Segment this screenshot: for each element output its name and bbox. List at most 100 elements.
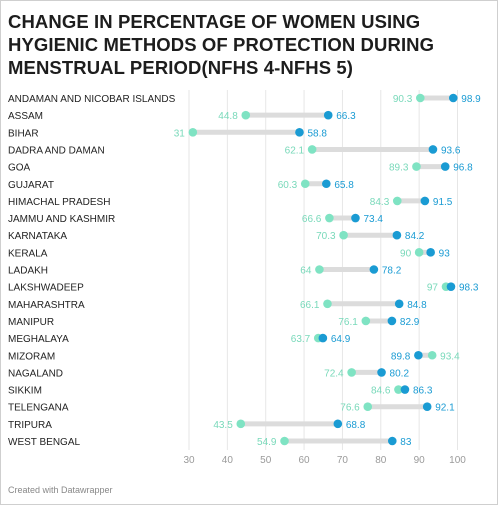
data-label-min: 60.3 — [278, 180, 298, 191]
data-label-min: 90 — [400, 248, 412, 259]
data-label-max: 93 — [439, 248, 451, 259]
data-label-min: 66.1 — [300, 300, 320, 311]
x-tick-label: 30 — [183, 455, 195, 466]
series1-point — [363, 402, 373, 412]
row-label: GUJARAT — [8, 180, 54, 191]
series1-point — [315, 265, 324, 274]
x-tick-label: 100 — [449, 455, 466, 466]
series2-point — [333, 419, 343, 429]
row-label: NAGALAND — [8, 368, 63, 379]
data-label-max: 68.8 — [346, 420, 366, 431]
row-label: MEGHALAYA — [8, 334, 69, 345]
series2-point — [414, 350, 423, 360]
data-label-max: 98.3 — [459, 283, 479, 294]
series2-point — [394, 299, 404, 309]
data-label-max: 66.3 — [336, 111, 356, 122]
series1-point — [361, 316, 371, 326]
series1-point — [392, 196, 402, 206]
series2-point — [426, 248, 435, 257]
series2-point — [446, 282, 456, 291]
data-label-max: 73.4 — [363, 214, 383, 225]
data-label-min: 89.3 — [389, 163, 409, 174]
row-label: GOA — [8, 163, 31, 174]
data-label-min: 31 — [174, 128, 186, 139]
series1-point — [236, 419, 246, 429]
data-label-min: 72.4 — [324, 368, 344, 379]
series1-point — [307, 145, 317, 154]
data-label-min: 64 — [300, 266, 312, 277]
row-label: ANDAMAN AND NICOBAR ISLANDS — [8, 94, 176, 105]
data-label-max: 78.2 — [382, 266, 402, 277]
data-label-max: 93.6 — [441, 145, 461, 156]
series1-point — [241, 110, 251, 120]
x-tick-label: 50 — [260, 455, 272, 466]
data-label-min: 76.6 — [340, 403, 360, 414]
row-label: TRIPURA — [8, 420, 52, 431]
row-label: KERALA — [8, 248, 48, 259]
row-label: MANIPUR — [8, 317, 54, 328]
row-label: ASSAM — [8, 111, 43, 122]
series2-point — [420, 196, 430, 206]
row-label: MIZORAM — [8, 351, 55, 362]
footer-credit: Created with Datawrapper — [8, 485, 113, 495]
row-label: HIMACHAL PRADESH — [8, 197, 110, 208]
data-label-max: 80.2 — [390, 368, 410, 379]
data-label-min: 54.9 — [257, 437, 277, 448]
data-label-min: 97 — [427, 283, 439, 294]
data-label-max: 84.8 — [407, 300, 427, 311]
data-label-min: 90.3 — [393, 94, 413, 105]
data-label-max: 58.8 — [307, 128, 327, 139]
data-label-min: 43.5 — [213, 420, 233, 431]
series1-point — [415, 93, 425, 103]
series2-point — [377, 368, 386, 377]
series1-point — [323, 299, 332, 309]
series1-point — [300, 179, 310, 189]
row-label: TELENGANA — [8, 403, 69, 414]
data-label-min: 84.6 — [371, 386, 391, 397]
series1-point — [188, 128, 198, 137]
series2-point — [323, 110, 333, 120]
series2-point — [392, 230, 402, 240]
x-tick-label: 40 — [222, 455, 234, 466]
row-label: KARNATAKA — [8, 231, 67, 242]
series1-point — [347, 368, 356, 377]
series1-point — [280, 436, 289, 446]
series2-point — [387, 316, 397, 326]
data-label-max: 83 — [400, 437, 412, 448]
series2-point — [387, 436, 397, 446]
data-label-max: 92.1 — [435, 403, 455, 414]
series2-point — [400, 385, 410, 394]
series2-point — [351, 213, 360, 223]
series2-point — [322, 179, 331, 189]
data-label-max: 82.9 — [400, 317, 420, 328]
series2-point — [369, 265, 379, 274]
row-label: LAKSHWADEEP — [8, 283, 84, 294]
series1-point — [412, 162, 421, 171]
x-tick-label: 90 — [414, 455, 426, 466]
data-label-max: 84.2 — [405, 231, 425, 242]
chart-title: CHANGE IN PERCENTAGE OF WOMEN USING HYGI… — [8, 11, 435, 78]
series2-point — [448, 93, 458, 103]
series2-point — [440, 162, 450, 171]
data-label-max: 64.9 — [331, 334, 351, 345]
data-label-min: 44.8 — [218, 111, 238, 122]
data-label-max: 91.5 — [433, 197, 453, 208]
series1-point — [394, 385, 403, 394]
row-label: LADAKH — [8, 266, 48, 277]
row-label: JAMMU AND KASHMIR — [8, 214, 115, 225]
series1-point — [325, 213, 334, 223]
x-tick-label: 70 — [337, 455, 349, 466]
data-label-max: 96.8 — [453, 163, 473, 174]
data-label-max: 93.4 — [440, 351, 460, 362]
series2-point — [295, 128, 304, 137]
data-label-max: 98.9 — [461, 94, 481, 105]
series1-point — [414, 248, 424, 257]
row-label: WEST BENGAL — [8, 437, 80, 448]
x-tick-label: 80 — [375, 455, 387, 466]
data-label-min: 63.7 — [291, 334, 311, 345]
series1-point — [339, 230, 348, 240]
data-label-min: 84.3 — [370, 197, 390, 208]
data-label-min: 76.1 — [338, 317, 358, 328]
data-label-min: 70.3 — [316, 231, 336, 242]
